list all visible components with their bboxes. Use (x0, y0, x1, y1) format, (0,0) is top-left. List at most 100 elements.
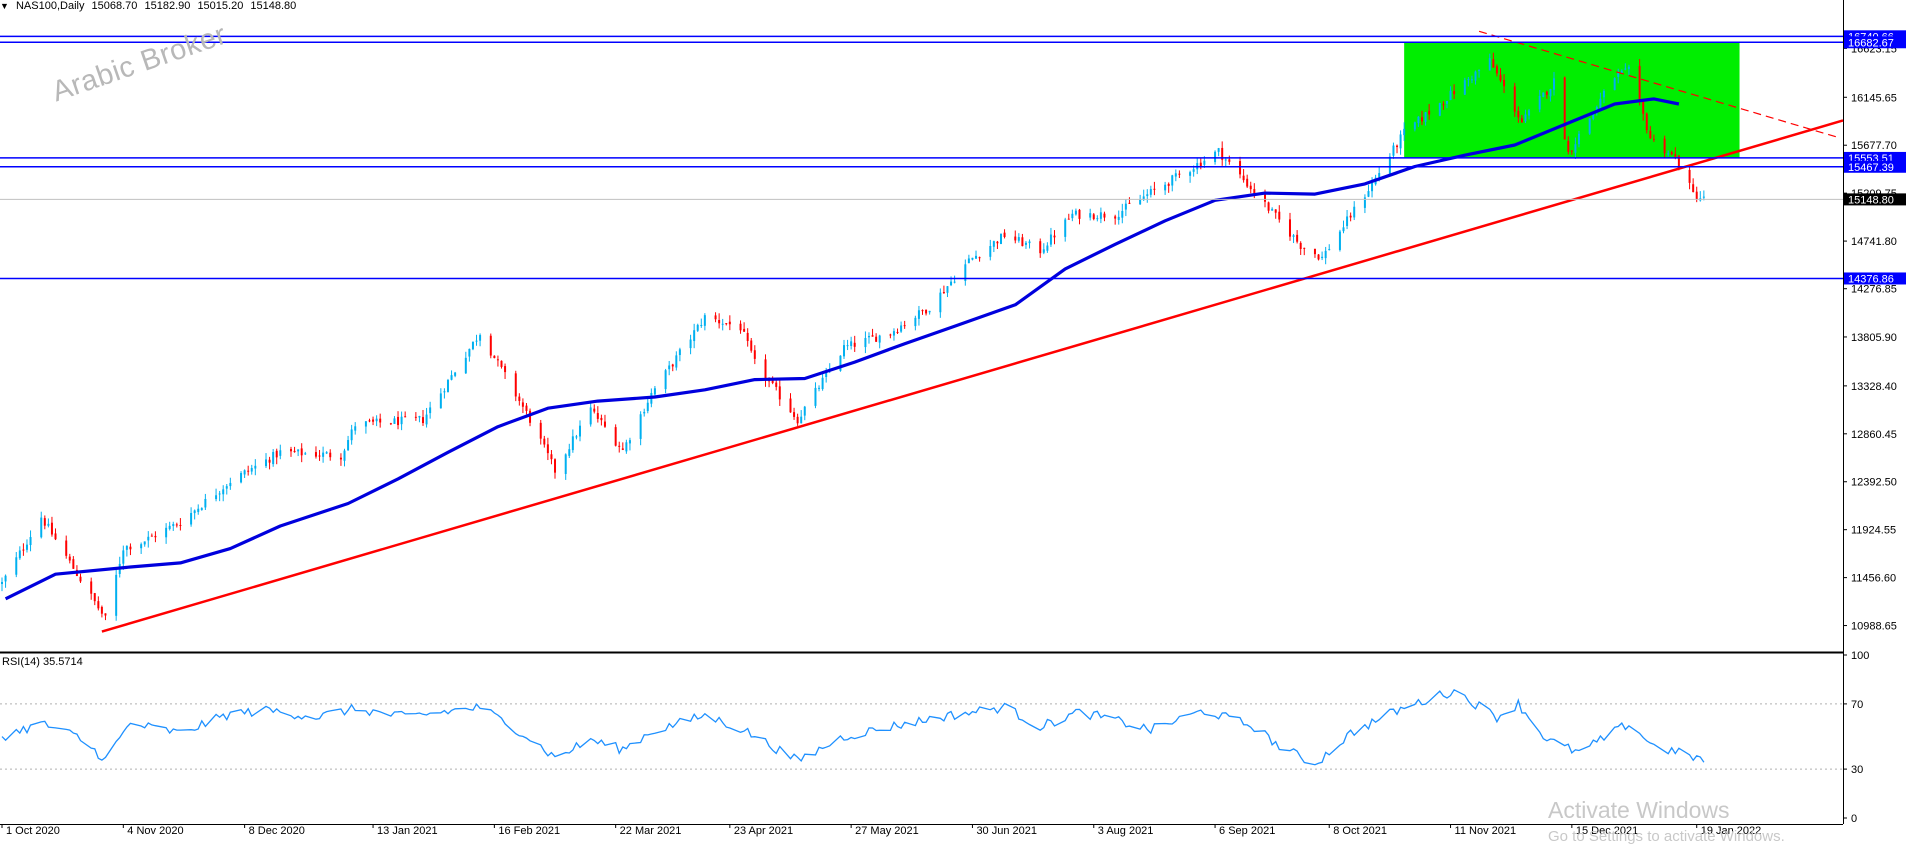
candle-body (1692, 184, 1695, 193)
close-value: 15148.80 (250, 0, 297, 12)
symbol-label: NAS100,Daily (15, 0, 85, 12)
candle-body (1574, 144, 1577, 153)
candle-body (500, 360, 503, 367)
candle-body (721, 323, 724, 325)
candle-body (1517, 110, 1520, 118)
candle-body (115, 574, 118, 616)
candle-body (1199, 162, 1202, 167)
candle-body (1513, 86, 1516, 112)
y-tick-label: 11924.55 (1851, 525, 1896, 537)
candle-body (1371, 182, 1374, 192)
candle-body (1017, 237, 1020, 241)
candle-body (143, 541, 146, 545)
candle-body (104, 613, 107, 616)
candle-body (172, 524, 175, 527)
candle-body (175, 524, 178, 526)
candle-body (1049, 234, 1052, 245)
candle-body (1303, 247, 1306, 249)
candle-body (1092, 214, 1095, 220)
y-tick-label: 12392.50 (1851, 477, 1897, 489)
x-tick-label: 13 Jan 2021 (377, 825, 438, 837)
candle-body (1453, 91, 1456, 95)
candle-body (900, 325, 903, 332)
low-value: 15015.20 (197, 0, 244, 12)
candle-body (422, 417, 425, 424)
x-tick-label: 19 Jan 2022 (1701, 825, 1762, 837)
candle-body (15, 557, 18, 575)
candle-body (496, 359, 499, 361)
candle-body (946, 286, 949, 293)
candle-body (429, 407, 432, 414)
candle-body (846, 345, 849, 347)
candle-body (514, 373, 517, 397)
rsi-line (1, 688, 1705, 766)
candle-body (653, 388, 656, 395)
candle-body (414, 416, 417, 418)
candle-body (668, 365, 671, 370)
candle-body (1189, 172, 1192, 176)
candle-body (1520, 118, 1523, 123)
candle-body (821, 377, 824, 390)
candle-body (1438, 103, 1441, 116)
candle-body (304, 453, 307, 455)
candle-body (867, 336, 870, 338)
candle-body (168, 525, 171, 529)
candle-body (97, 601, 100, 609)
candle-body (318, 455, 321, 457)
candle-body (1567, 140, 1570, 152)
candle-body (1328, 249, 1331, 251)
rsi-label: RSI(14) 35.5714 (2, 656, 83, 668)
candle-body (329, 452, 332, 458)
x-tick-label: 27 May 2021 (855, 825, 919, 837)
candle-body (1178, 173, 1181, 175)
candle-body (1588, 118, 1591, 134)
candle-body (129, 546, 132, 550)
candle-body (200, 508, 203, 510)
candle-body (268, 459, 271, 463)
x-tick-label: 8 Oct 2021 (1333, 825, 1387, 837)
candle-body (1403, 128, 1406, 136)
candle-body (404, 416, 407, 418)
candle-body (942, 292, 945, 294)
candle-body (889, 334, 892, 336)
x-tick-label: 23 Apr 2021 (734, 825, 793, 837)
candle-body (871, 335, 874, 337)
candle-body (1074, 210, 1077, 215)
candle-body (639, 414, 642, 439)
y-tick-label: 14741.80 (1851, 236, 1897, 248)
trendline-resistance (1478, 30, 1840, 139)
candle-body (122, 550, 125, 564)
candle-body (1021, 237, 1024, 247)
candle-body (450, 375, 453, 380)
candle-body (279, 450, 282, 456)
candle-body (564, 454, 567, 474)
candle-body (1538, 95, 1541, 110)
candle-body (1121, 210, 1124, 218)
symbol-menu-icon[interactable]: ▼ (0, 1, 9, 11)
candle-body (289, 449, 292, 452)
candle-body (825, 371, 828, 378)
candle-body (29, 537, 32, 546)
candle-body (1003, 232, 1006, 237)
candle-body (1288, 219, 1291, 237)
candle-body (746, 332, 749, 342)
candle-body (621, 448, 624, 450)
candle-body (928, 310, 931, 313)
candle-body (471, 341, 474, 350)
candle-body (68, 556, 71, 561)
candle-body (1542, 92, 1545, 97)
candle-body (339, 457, 342, 460)
x-tick-label: 22 Mar 2021 (620, 825, 682, 837)
candle-body (700, 324, 703, 326)
candle-body (314, 452, 317, 457)
candle-body (1039, 241, 1042, 254)
candle-body (1592, 112, 1595, 119)
candle-body (100, 606, 103, 614)
candle-body (368, 420, 371, 422)
candle-body (293, 450, 296, 453)
candle-body (1367, 191, 1370, 197)
candle-body (689, 339, 692, 349)
candle-body (1442, 104, 1445, 106)
